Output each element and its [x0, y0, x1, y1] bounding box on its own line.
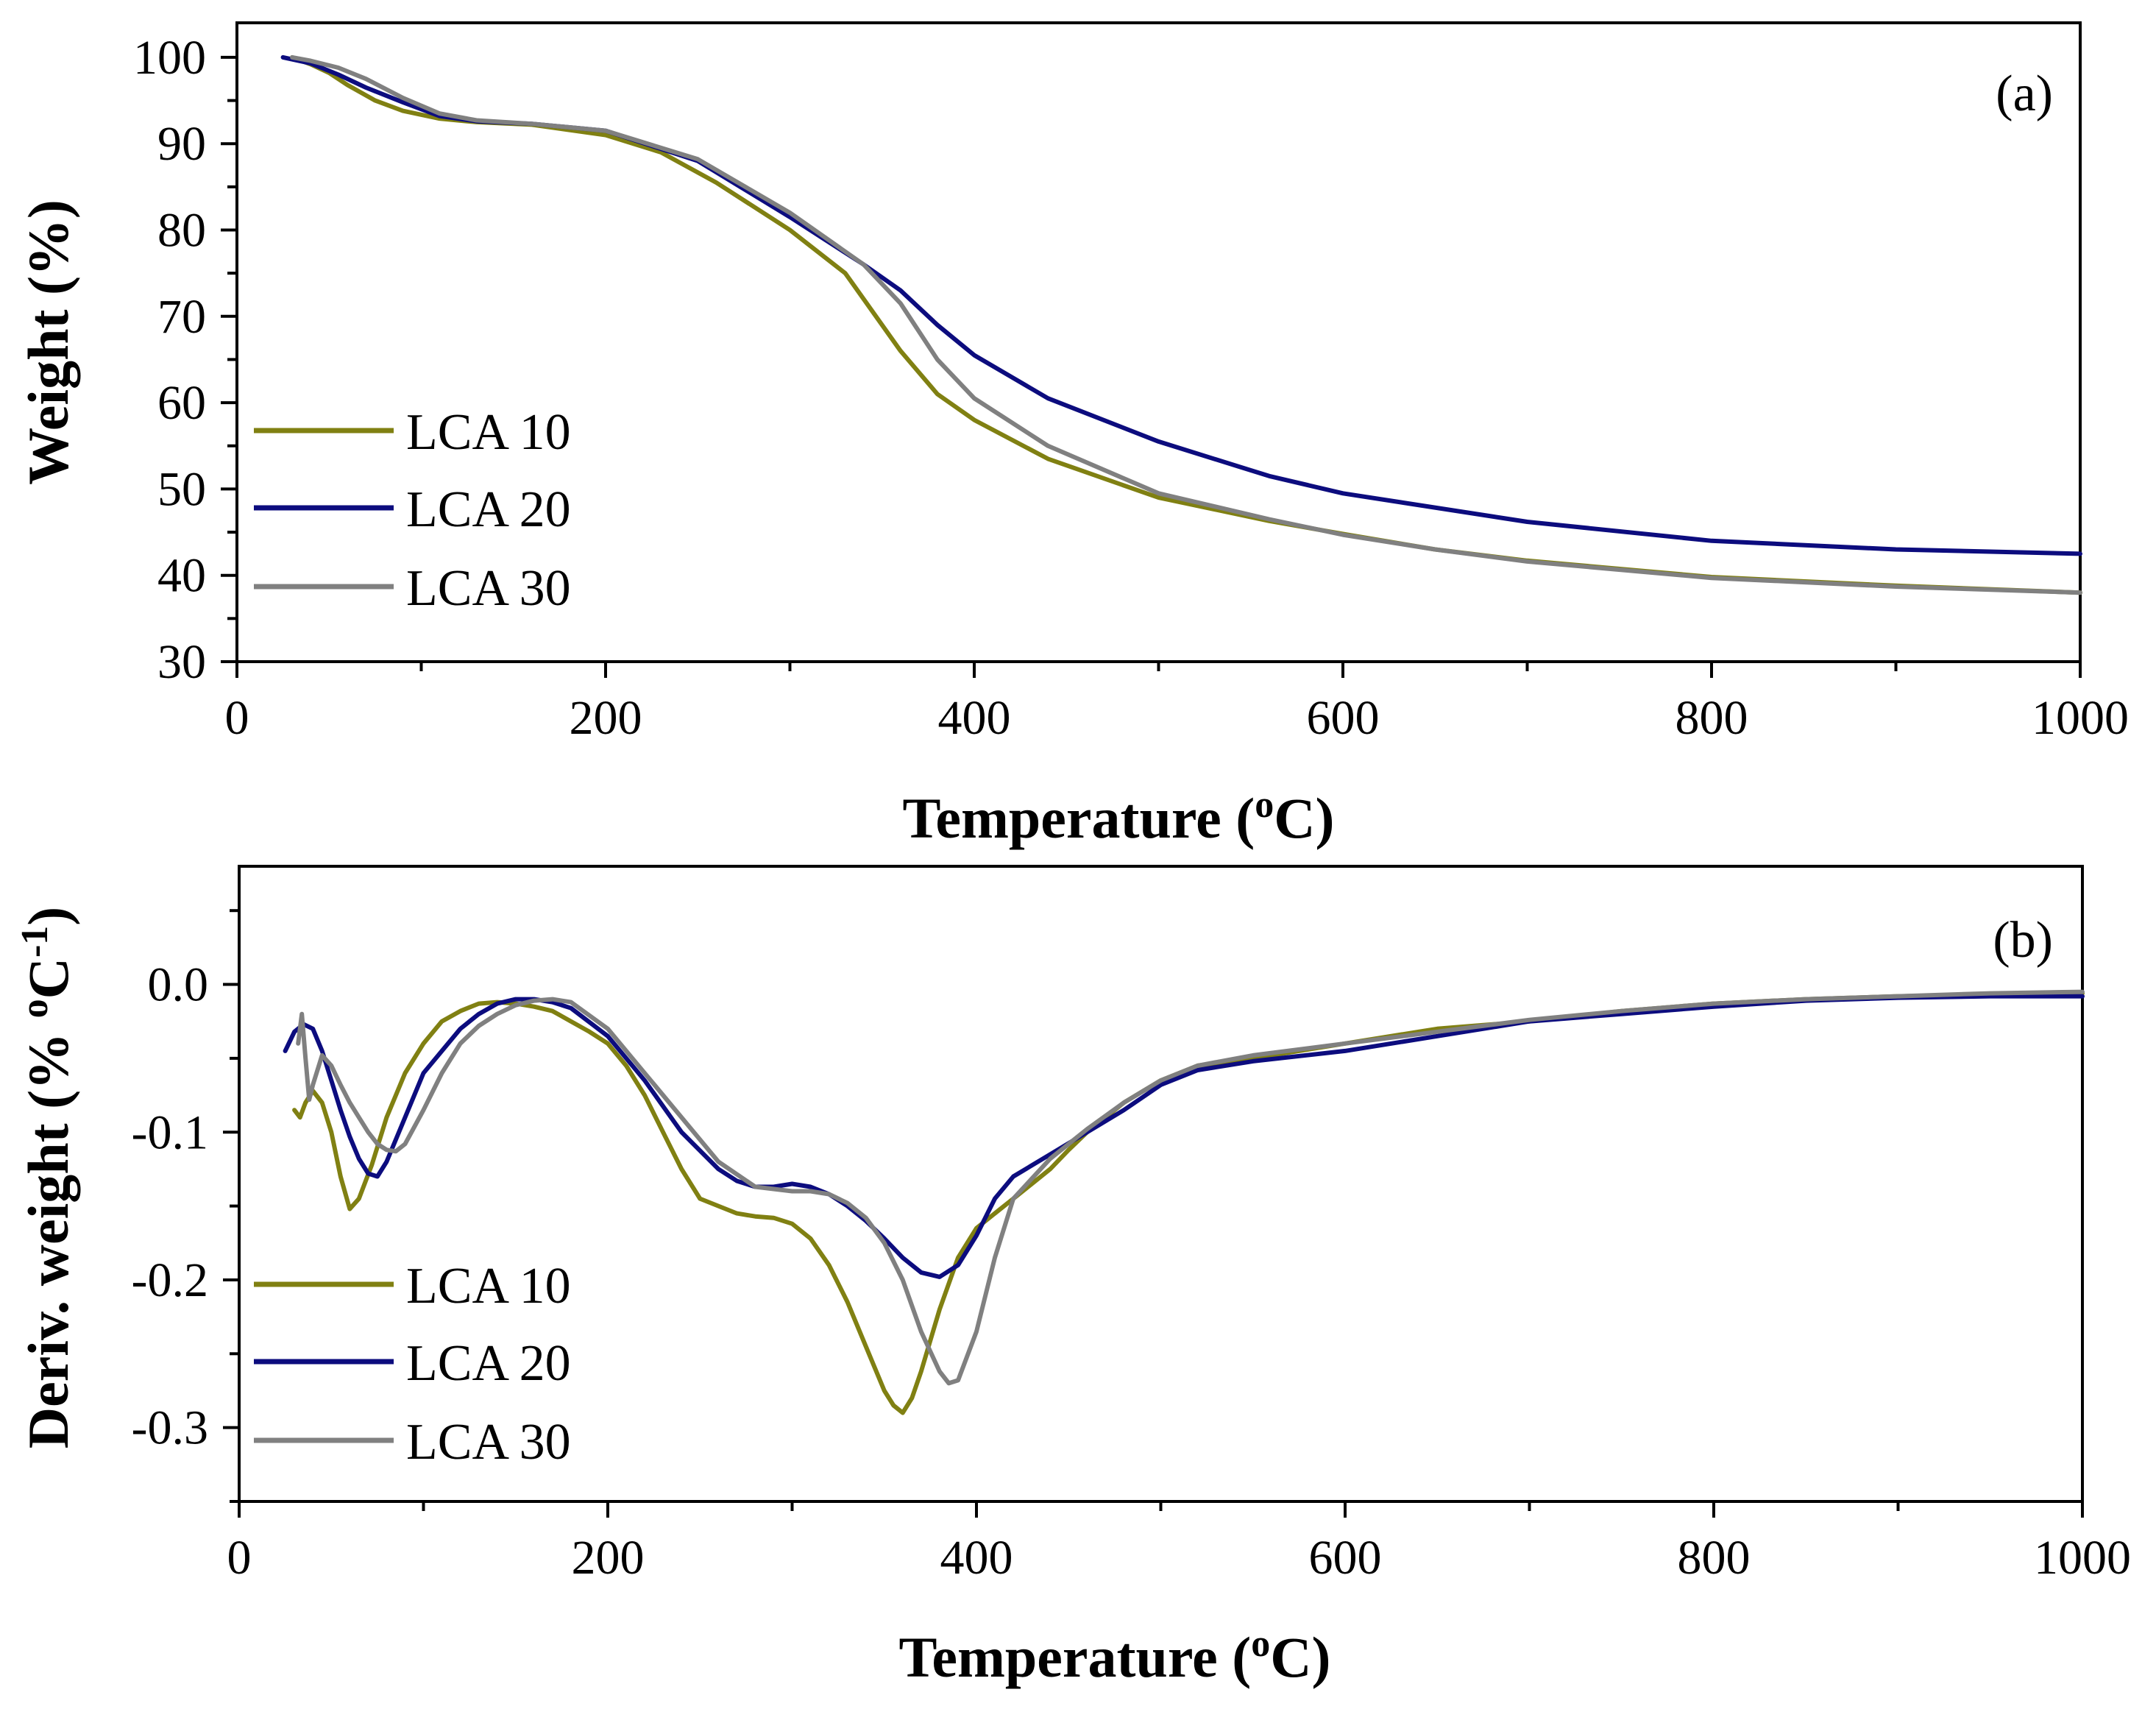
panel-a-series-lca20-line	[280, 54, 2082, 556]
panel-a-legend-label-lca30: LCA 30	[406, 560, 571, 617]
panel-a-y-axis-title: Weight (%)	[16, 199, 80, 485]
panel-a-y-tick-label: 40	[157, 549, 206, 603]
panel-a-y-tick-label: 60	[157, 376, 206, 430]
panel-b-y-tick-label: 0.0	[148, 958, 209, 1012]
panel-b-y-tick-label: -0.1	[132, 1105, 208, 1159]
panel-a-x-tick-label-0: 0	[225, 691, 249, 745]
panel-b-y-axis-title: Deriv. weight (% oC-1)	[14, 907, 81, 1449]
panel-a-y-tick-label: 50	[157, 462, 206, 516]
panel-a-series	[280, 54, 2082, 595]
panel-b-x-tick-label-200: 200	[572, 1531, 645, 1585]
panel-b-y-tick-label: -0.3	[132, 1401, 208, 1455]
panel-b-legend-label-lca10: LCA 10	[406, 1258, 571, 1315]
panel-a-x-tick-label-1000: 1000	[2032, 691, 2129, 745]
panel-b-x-tick-label-600: 600	[1309, 1531, 1382, 1585]
panel-a-y-tick-label: 70	[157, 290, 206, 344]
panel-a-y-tick-label: 30	[157, 635, 206, 689]
panel-a-legend-label-lca20: LCA 20	[406, 481, 571, 538]
panel-a-label: (a)	[1996, 66, 2053, 122]
panel-b-x-tick-label-1000: 1000	[2034, 1531, 2131, 1585]
panel-a-series-lca30-line	[290, 54, 2082, 595]
panel-b-derivative-chart: 0 200 400 600 800 1000 -0.3 -0.2 -0.1 0.0 (b) LCA…	[14, 865, 2131, 1690]
panel-a-x-tick-label-200: 200	[570, 691, 642, 745]
panel-a-legend-label-lca10: LCA 10	[406, 404, 571, 461]
panel-b-plot-frame	[238, 865, 2084, 1503]
panel-a-axes: 0 200 400 600 800 1000 30 40 50 60 70 80 90 100	[133, 31, 2129, 745]
panel-a-x-axis-title: Temperature (oC)	[902, 784, 1334, 851]
panel-b-series-lca30-line	[296, 989, 2085, 1386]
panel-b-series-lca20-line	[283, 994, 2085, 1279]
panel-a-y-tick-label: 100	[133, 31, 206, 85]
panel-a-y-tick-label: 90	[157, 117, 206, 171]
panel-b-legend-label-lca30: LCA 30	[406, 1414, 571, 1471]
panel-b-x-tick-label-800: 800	[1678, 1531, 1751, 1585]
panel-a-y-tick-label: 80	[157, 204, 206, 258]
panel-a-x-tick-label-600: 600	[1307, 691, 1380, 745]
panel-b-label: (b)	[1993, 912, 2053, 969]
panel-a-weight-chart: 0 200 400 600 800 1000 30 40 50 60 70 80 90 100 (a) L…	[16, 21, 2129, 851]
panel-a-x-tick-label-800: 800	[1675, 691, 1748, 745]
panel-b-legend-label-lca20: LCA 20	[406, 1335, 571, 1392]
panel-b-series	[283, 989, 2085, 1415]
panel-b-y-tick-label: -0.2	[132, 1253, 208, 1307]
panel-b-x-tick-label-0: 0	[227, 1531, 252, 1585]
panel-a-x-tick-label-400: 400	[938, 691, 1011, 745]
panel-b-axes: 0 200 400 600 800 1000 -0.3 -0.2 -0.1 0.0	[132, 909, 2131, 1585]
panel-b-legend: LCA 10 LCA 20 LCA 30	[254, 1258, 571, 1471]
panel-b-x-axis-title: Temperature (oC)	[898, 1623, 1330, 1690]
panel-b-x-tick-label-400: 400	[940, 1531, 1013, 1585]
panel-a-legend: LCA 10 LCA 20 LCA 30	[254, 404, 571, 617]
